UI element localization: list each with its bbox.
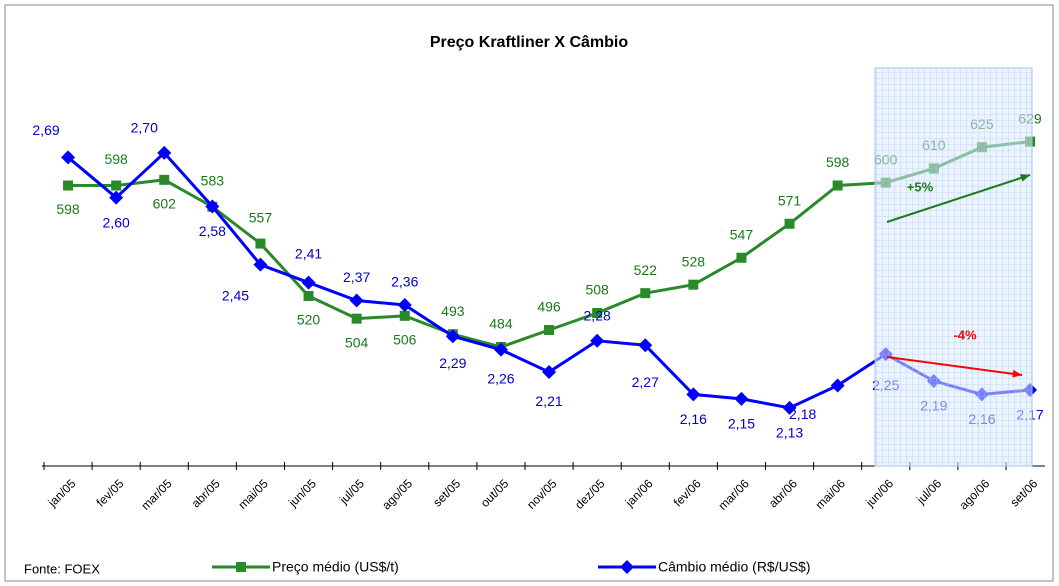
- marker: [542, 365, 557, 380]
- data-label: 598: [826, 154, 850, 170]
- arrow-head: [1012, 369, 1022, 378]
- data-label: 508: [585, 282, 609, 298]
- highlight-region: [874, 67, 1033, 467]
- data-label: 2,41: [295, 245, 322, 261]
- annotation: -4%: [953, 327, 977, 342]
- marker: [303, 291, 314, 301]
- chart-title: Preço Kraftliner X Câmbio: [430, 34, 629, 51]
- marker: [111, 180, 122, 191]
- marker: [301, 275, 316, 290]
- data-label: 528: [682, 253, 706, 269]
- data-label: 2,13: [776, 425, 803, 441]
- data-label: 2,60: [103, 214, 130, 230]
- marker: [351, 313, 362, 324]
- marker: [159, 174, 170, 185]
- data-label: 2,45: [222, 287, 249, 303]
- marker: [832, 180, 843, 191]
- marker: [640, 288, 651, 299]
- data-label: 571: [778, 192, 802, 208]
- data-label: 2,16: [680, 411, 707, 427]
- marker: [830, 378, 845, 393]
- annotation: +5%: [907, 179, 934, 194]
- marker: [544, 325, 555, 335]
- data-label: 547: [730, 226, 754, 242]
- marker: [109, 190, 124, 205]
- legend-marker: [236, 562, 246, 572]
- data-label: 2,18: [789, 406, 816, 422]
- data-label: 2,21: [535, 393, 562, 409]
- legend-label: Câmbio médio (R$/US$): [658, 559, 811, 575]
- marker: [63, 180, 74, 191]
- data-label: 496: [537, 299, 561, 315]
- legend-label: Preço médio (US$/t): [272, 559, 399, 575]
- legend-marker: [620, 560, 634, 574]
- data-label: 520: [297, 312, 321, 328]
- marker: [590, 333, 605, 348]
- data-label: 484: [489, 316, 513, 332]
- data-label: 2,26: [487, 370, 514, 386]
- data-label: 2,69: [32, 122, 59, 138]
- marker: [205, 199, 220, 214]
- data-label: 2,70: [131, 120, 158, 136]
- marker: [157, 145, 172, 160]
- marker: [61, 150, 76, 165]
- data-label: 583: [201, 172, 225, 188]
- marker: [253, 257, 268, 272]
- marker: [397, 297, 412, 312]
- data-label: 2,15: [728, 416, 755, 432]
- source: Fonte: FOEX: [24, 561, 100, 576]
- data-label: 522: [634, 262, 658, 278]
- data-label: 598: [104, 151, 128, 167]
- marker: [784, 218, 795, 229]
- marker: [686, 387, 701, 402]
- data-label: 493: [441, 303, 465, 319]
- data-label: 2,36: [391, 274, 418, 290]
- marker: [688, 279, 699, 290]
- data-label: 598: [56, 201, 80, 217]
- trend-arrow: [886, 356, 1023, 376]
- data-label: 2,27: [632, 374, 659, 390]
- data-label: 2,37: [343, 269, 370, 285]
- marker: [399, 310, 410, 321]
- marker: [782, 400, 797, 415]
- arrow-head: [1020, 174, 1030, 182]
- marker: [255, 238, 266, 249]
- marker: [638, 338, 653, 353]
- marker: [493, 342, 508, 357]
- trend-arrow: [886, 174, 1031, 223]
- data-label: 2,58: [199, 223, 226, 239]
- data-label: 504: [345, 334, 369, 350]
- marker: [349, 293, 364, 308]
- data-label: 2,29: [439, 355, 466, 371]
- data-label: 602: [153, 196, 177, 212]
- data-label: 506: [393, 332, 417, 348]
- marker: [734, 391, 749, 406]
- marker: [445, 329, 460, 344]
- marker: [736, 252, 747, 263]
- data-label: 2,28: [584, 307, 611, 323]
- data-label: 557: [249, 209, 273, 225]
- marker: [592, 308, 603, 318]
